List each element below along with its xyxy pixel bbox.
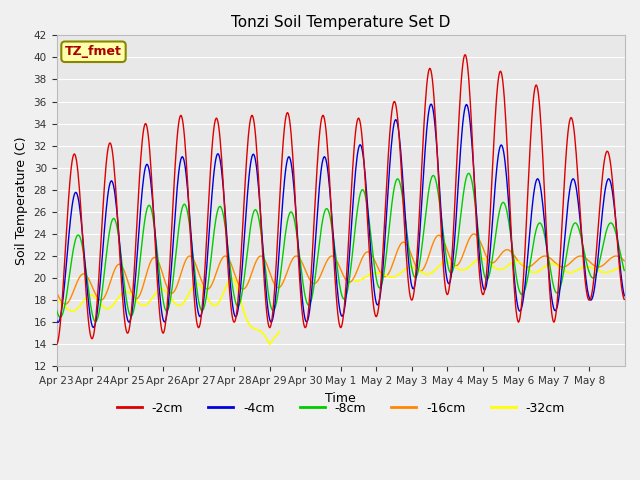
X-axis label: Time: Time [325, 392, 356, 405]
Text: TZ_fmet: TZ_fmet [65, 45, 122, 58]
Y-axis label: Soil Temperature (C): Soil Temperature (C) [15, 137, 28, 265]
Legend: -2cm, -4cm, -8cm, -16cm, -32cm: -2cm, -4cm, -8cm, -16cm, -32cm [111, 396, 570, 420]
Title: Tonzi Soil Temperature Set D: Tonzi Soil Temperature Set D [231, 15, 451, 30]
